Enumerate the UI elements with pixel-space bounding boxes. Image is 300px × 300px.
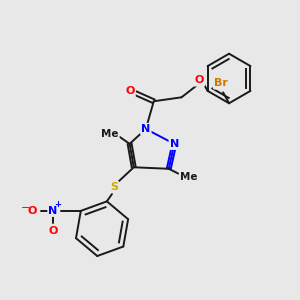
Text: O: O bbox=[28, 206, 37, 216]
Text: O: O bbox=[195, 76, 204, 85]
Text: S: S bbox=[110, 182, 118, 192]
Text: +: + bbox=[55, 200, 62, 209]
Text: N: N bbox=[48, 206, 58, 216]
Text: Me: Me bbox=[101, 129, 118, 139]
Text: −: − bbox=[21, 203, 30, 213]
Text: O: O bbox=[125, 86, 135, 96]
Text: Me: Me bbox=[180, 172, 197, 182]
Text: N: N bbox=[170, 139, 179, 149]
Text: Br: Br bbox=[214, 78, 228, 88]
Text: N: N bbox=[141, 124, 151, 134]
Text: O: O bbox=[48, 226, 58, 236]
